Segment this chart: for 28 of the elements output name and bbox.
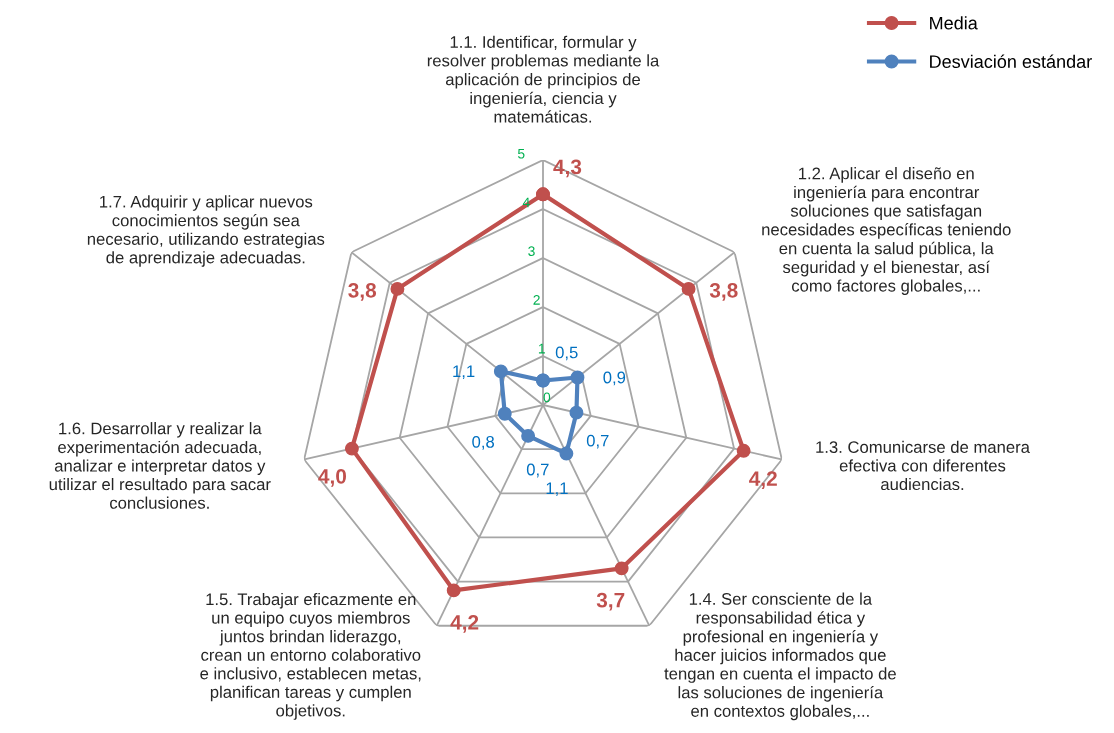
data-label: 0,8 xyxy=(472,435,495,450)
y-tick-label: 1 xyxy=(538,343,545,354)
data-label: 0,7 xyxy=(526,463,549,478)
spoke-label: 1.6. Desarrollar y realizar la experimentación adecuada, analizar e interpretar datos y utilizar el resultado para sacar conclusiones. xyxy=(49,422,271,509)
y-tick-label: 3 xyxy=(528,246,535,257)
data-label: 4,3 xyxy=(553,159,582,178)
data-label: 1,1 xyxy=(453,365,475,380)
spoke-label: 1.7. Adquirir y aplicar nuevos conocimientos según sea necesario, utilizando estrategias de aprendizaje adecuadas. xyxy=(87,195,325,267)
data-label: 0,5 xyxy=(555,346,578,361)
y-tick-label: 2 xyxy=(533,294,540,305)
legend-label: Media xyxy=(930,16,978,30)
y-tick-label: 0 xyxy=(543,392,551,403)
spoke-label: 1.4. Ser consciente de la responsabilidad ética y profesional en ingeniería y hacer juicios informados que tengan en cuenta el impacto de las soluciones de ingeniería en contextos globales,... xyxy=(664,592,896,721)
spoke-label: 1.2. Aplicar el diseño en ingeniería para encontrar soluciones que satisfagan necesidades específicas teniendo en cuenta la salud pública, la seguridad y el bienestar, así como factores globales,... xyxy=(762,167,1011,295)
data-label: 0,9 xyxy=(603,371,626,386)
data-label: 4,2 xyxy=(450,614,479,633)
data-label: 1,1 xyxy=(546,482,568,497)
spoke-label: 1.1. Identificar, formular y resolver problemas mediante la aplicación de principios de ingeniería, ciencia y matemáticas. xyxy=(427,35,660,123)
data-label: 0,7 xyxy=(586,434,609,449)
data-label: 3,7 xyxy=(596,592,625,611)
y-tick-label: 5 xyxy=(517,148,525,159)
spoke-label: 1.3. Comunicarse de manera efectiva con diferentes audiencias. xyxy=(816,440,1030,491)
data-label: 4,0 xyxy=(318,468,347,487)
data-label: 3,8 xyxy=(348,282,377,301)
legend-label: Desviación estándar xyxy=(930,54,1092,69)
data-label: 3,8 xyxy=(709,282,738,301)
data-label: 4,2 xyxy=(749,471,777,489)
spoke-label: 1.5. Trabajar eficazmente en un equipo cuyos miembros juntos brindan liderazgo, crean un entorno colaborativo e inclusivo, establecen metas, planifican tareas y cumplen objetivos. xyxy=(200,592,421,720)
